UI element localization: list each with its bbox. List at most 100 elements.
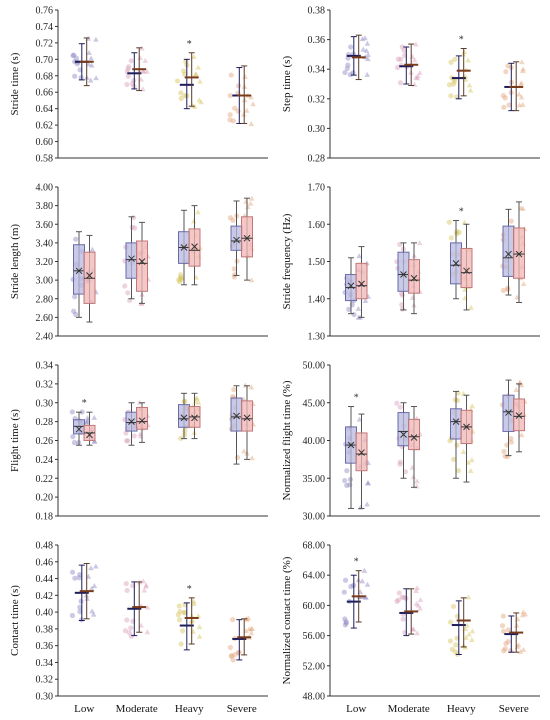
data-point — [362, 297, 369, 303]
data-point — [140, 68, 146, 74]
mean-cross — [505, 409, 512, 416]
data-point — [176, 603, 182, 609]
data-point — [465, 594, 472, 600]
data-point — [395, 597, 402, 603]
data-point — [469, 637, 475, 643]
data-point — [344, 482, 350, 488]
data-point — [347, 72, 353, 78]
mean-cross — [191, 243, 198, 250]
data-point — [197, 78, 203, 84]
y-tick-label: 3.60 — [36, 220, 54, 231]
data-point — [520, 280, 527, 286]
data-point — [502, 95, 508, 101]
data-point — [178, 435, 184, 441]
data-point — [398, 56, 404, 62]
data-point — [70, 434, 76, 440]
data-point — [72, 294, 78, 300]
y-tick-label: 0.76 — [36, 6, 54, 17]
data-point — [448, 235, 454, 241]
data-point — [228, 72, 234, 78]
mean-cross — [191, 414, 198, 422]
data-point — [93, 75, 99, 81]
y-tick-label: 0.34 — [36, 361, 54, 372]
data-point — [88, 55, 94, 61]
data-point — [230, 118, 236, 124]
y-tick-label: 0.40 — [36, 608, 54, 619]
data-point — [500, 287, 506, 293]
data-point — [359, 578, 366, 584]
data-point — [519, 59, 525, 65]
data-point — [195, 613, 202, 619]
mean-cross — [347, 441, 355, 449]
data-point — [144, 68, 150, 74]
data-point — [401, 47, 407, 54]
data-point — [501, 448, 507, 455]
data-point — [342, 616, 348, 622]
data-point — [123, 430, 129, 436]
data-point — [77, 604, 83, 610]
data-point — [465, 57, 471, 63]
data-point — [248, 384, 255, 390]
y-tick-label: 1.30 — [308, 332, 326, 343]
box — [188, 228, 201, 267]
data-point — [394, 65, 401, 71]
data-point — [176, 277, 182, 283]
data-point — [124, 617, 130, 623]
x-category-label: Low — [346, 703, 366, 715]
data-point — [248, 277, 255, 283]
data-point — [417, 605, 423, 611]
data-point — [364, 71, 371, 77]
y-tick-label: 1.40 — [308, 294, 326, 305]
data-point — [91, 414, 98, 420]
data-point — [247, 200, 254, 206]
data-point — [413, 41, 419, 47]
data-point — [346, 306, 352, 312]
data-point — [413, 74, 419, 80]
data-point — [248, 121, 255, 127]
data-point — [242, 73, 248, 79]
mean-cross — [233, 236, 240, 244]
data-point — [227, 215, 234, 221]
data-point — [501, 104, 507, 110]
data-point — [126, 630, 133, 636]
data-point — [520, 66, 526, 72]
y-tick-label: 1.60 — [308, 220, 326, 231]
data-point — [77, 571, 83, 578]
box — [241, 400, 253, 432]
data-point — [362, 35, 368, 41]
y-tick-label: 0.30 — [36, 398, 54, 409]
box — [397, 251, 410, 292]
data-point — [454, 635, 460, 641]
data-point — [414, 585, 421, 591]
y-tick-label: 0.60 — [36, 137, 54, 148]
data-point — [454, 231, 460, 237]
data-point — [227, 644, 233, 651]
data-point — [91, 438, 98, 444]
data-point — [182, 428, 188, 434]
y-tick-label: 64.00 — [303, 571, 326, 582]
data-point — [456, 229, 462, 235]
y-tick-label: 2.60 — [36, 313, 54, 324]
data-point — [128, 633, 135, 639]
mean-cross — [233, 412, 240, 420]
chart-panel-f: 30.00 35.00 40.00 45.00 50.00 Normalized flig… — [281, 361, 540, 523]
data-point — [128, 58, 134, 64]
data-point — [78, 75, 84, 81]
data-point — [129, 81, 136, 87]
box — [73, 244, 85, 295]
data-point — [129, 224, 135, 230]
data-point — [397, 404, 403, 410]
data-point — [505, 639, 511, 645]
data-point — [189, 617, 196, 623]
data-point — [138, 76, 144, 82]
data-point — [122, 628, 128, 634]
data-point — [364, 40, 371, 46]
data-point — [177, 274, 184, 281]
mean-cross — [400, 431, 407, 438]
box — [450, 408, 462, 440]
data-point — [499, 623, 506, 629]
data-point — [191, 218, 197, 224]
data-point — [232, 652, 238, 658]
data-point — [235, 83, 242, 89]
data-point — [192, 103, 198, 109]
